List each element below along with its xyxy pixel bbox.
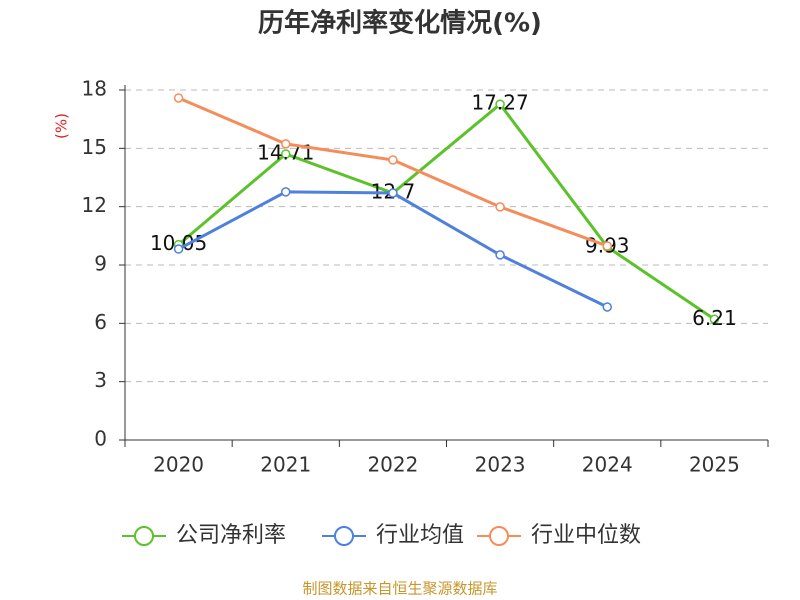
data-point	[602, 241, 612, 251]
y-tick-label: 18	[82, 77, 107, 101]
data-point	[388, 155, 398, 165]
data-point	[602, 302, 612, 312]
y-tick-label: 9	[94, 252, 107, 276]
data-point	[281, 139, 291, 149]
legend-label[interactable]: 公司净利率	[176, 523, 286, 548]
data-point	[495, 202, 505, 212]
x-tick-label: 2024	[582, 453, 633, 477]
chart-title: 历年净利率变化情况(%)	[258, 8, 542, 39]
legend-label[interactable]: 行业中位数	[531, 523, 641, 548]
y-tick-label: 3	[94, 368, 107, 392]
series-line	[177, 190, 608, 309]
data-point	[388, 188, 398, 198]
y-tick-label: 15	[82, 135, 107, 159]
y-tick-label: 12	[82, 193, 107, 217]
data-point	[495, 99, 505, 109]
series-line	[177, 102, 716, 321]
legend-marker[interactable]	[334, 526, 354, 546]
data-point	[495, 250, 505, 260]
x-tick-label: 2020	[153, 453, 204, 477]
series-line	[177, 96, 608, 248]
data-point	[281, 149, 291, 159]
x-tick-label: 2021	[260, 453, 311, 477]
legend-label[interactable]: 行业均值	[376, 523, 464, 548]
legend-marker[interactable]	[134, 526, 154, 546]
data-label: 6.21	[692, 306, 737, 330]
x-tick-label: 2025	[689, 453, 740, 477]
x-tick-label: 2022	[367, 453, 418, 477]
data-point	[709, 314, 720, 324]
source-note: 制图数据来自恒生聚源数据库	[302, 580, 497, 598]
legend-marker[interactable]	[489, 526, 509, 546]
data-label: 17.27	[471, 91, 528, 115]
y-tick-label: 6	[94, 310, 107, 334]
y-axis-label: (%)	[53, 113, 71, 139]
data-point	[173, 244, 184, 254]
data-point	[173, 93, 184, 103]
x-tick-label: 2023	[475, 453, 526, 477]
data-point	[281, 187, 291, 197]
y-tick-label: 0	[94, 427, 107, 451]
